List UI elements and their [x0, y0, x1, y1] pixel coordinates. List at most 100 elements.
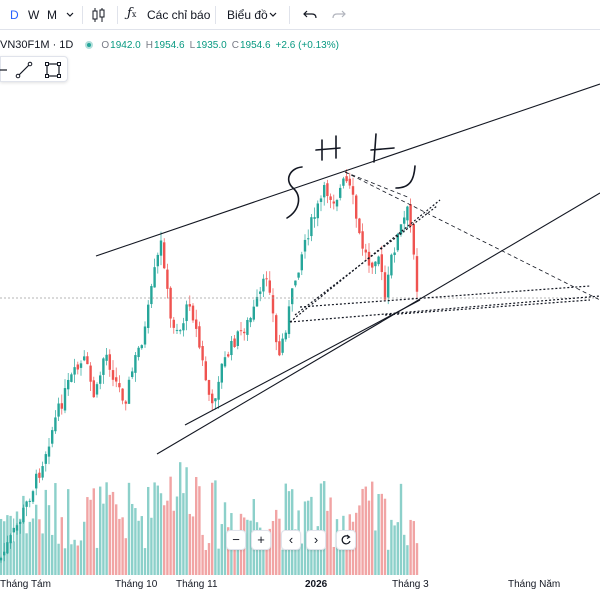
handwritten-annotation[interactable] [286, 133, 416, 219]
dotted-trendline-3[interactable] [289, 295, 600, 323]
timeframe-d[interactable]: D [10, 8, 19, 22]
chevron-down-icon[interactable] [267, 7, 279, 21]
close-value: 1954.6 [239, 39, 271, 51]
zoom-out-button[interactable]: − [226, 530, 246, 550]
volume-bar [38, 519, 41, 575]
volume-bar [111, 491, 115, 575]
volume-bar [105, 482, 108, 575]
candle-body [175, 329, 179, 331]
volume-bar [294, 529, 297, 575]
volume-bar [393, 525, 396, 575]
candle-body [44, 454, 47, 464]
volume-bar [236, 542, 239, 575]
candle-body [147, 304, 150, 328]
volume-bar [70, 544, 73, 575]
volume-bar [83, 521, 86, 575]
top-toolbar: D W M ƒx Các chỉ báo Biểu đồ [0, 0, 600, 30]
candle-body [67, 379, 70, 390]
fx-icon[interactable]: ƒx [127, 6, 137, 21]
candle-body [204, 361, 207, 381]
volume-bar [233, 539, 236, 575]
candle-body [195, 319, 198, 329]
volume-bar [175, 496, 179, 575]
candle-body [31, 491, 35, 502]
volume-bar [185, 467, 188, 575]
volume-bar [249, 520, 252, 575]
dotted-trendline-2[interactable] [294, 205, 438, 316]
candle-body [303, 239, 307, 252]
scroll-left-button[interactable]: ‹ [281, 530, 301, 550]
candle-body [383, 272, 387, 300]
volume-bar [92, 488, 95, 575]
volume-bar [150, 517, 153, 575]
volume-bar [51, 534, 54, 575]
volume-bar [172, 510, 175, 575]
volume-bar [25, 533, 28, 575]
candle-body [118, 383, 121, 388]
candle-body [262, 278, 265, 292]
upper-channel-trendline[interactable] [95, 83, 600, 257]
dashed-triangle-top[interactable] [344, 171, 600, 301]
chart-layout-button[interactable]: Biểu đồ [227, 8, 268, 22]
candle-body [252, 306, 255, 320]
candle-body [268, 280, 271, 293]
candle-body [12, 527, 15, 533]
timeframe-m[interactable]: M [47, 8, 57, 22]
candle-body [105, 354, 108, 361]
symbol-name[interactable]: VN30F1M · 1D [0, 39, 74, 51]
dotted-trendline-4[interactable] [299, 285, 591, 308]
volume-bar [195, 477, 198, 575]
dashed-triangle-side[interactable] [344, 171, 411, 199]
chevron-down-icon[interactable] [64, 7, 76, 21]
trendline-icon[interactable] [15, 61, 33, 79]
volume-bar [54, 483, 57, 575]
support-trendline[interactable] [184, 299, 421, 426]
candle-body [111, 370, 115, 380]
indicators-button[interactable]: Các chỉ báo [147, 8, 211, 22]
candle-body [92, 380, 95, 398]
candle-body [275, 315, 278, 343]
volume-bar [86, 497, 89, 575]
candle-body [185, 304, 188, 322]
candle-body [390, 254, 393, 276]
open-label: O [101, 39, 110, 51]
rectangle-icon[interactable] [44, 61, 62, 79]
candle-body [134, 355, 137, 373]
candle-body [217, 381, 220, 400]
volume-bar [361, 488, 364, 575]
lower-channel-trendline[interactable] [156, 192, 600, 455]
volume-bar [143, 548, 147, 575]
minus-icon: − [232, 532, 240, 547]
volume-bars [0, 462, 419, 575]
scroll-right-button[interactable]: › [306, 530, 326, 550]
volume-bar [63, 548, 67, 575]
candlestick-icon[interactable] [91, 6, 107, 24]
volume-bar [156, 485, 159, 575]
candle-body [89, 365, 92, 382]
candle-body [291, 288, 294, 305]
candle-body [351, 186, 355, 195]
undo-icon[interactable] [302, 7, 318, 23]
candle-body [15, 525, 19, 531]
candle-body [249, 317, 252, 323]
volume-bar [383, 498, 387, 575]
volume-bar [262, 548, 265, 575]
reset-chart-button[interactable] [336, 530, 356, 550]
redo-icon[interactable] [331, 7, 347, 23]
candle-body [79, 363, 83, 368]
timeframe-w[interactable]: W [28, 8, 40, 22]
candle-body [214, 398, 217, 402]
zoom-in-button[interactable]: + [251, 530, 271, 550]
volume-bar [364, 486, 367, 575]
volume-bar [127, 482, 131, 575]
high-value: 1954.6 [153, 39, 185, 51]
pencil-icon[interactable] [0, 61, 15, 79]
volume-bar [409, 519, 412, 575]
candle-body [0, 557, 3, 561]
volume-bar [265, 544, 268, 575]
candle-body [127, 379, 131, 404]
volume-bar [118, 518, 121, 575]
volume-bar [300, 543, 303, 575]
candle-body [198, 326, 201, 348]
